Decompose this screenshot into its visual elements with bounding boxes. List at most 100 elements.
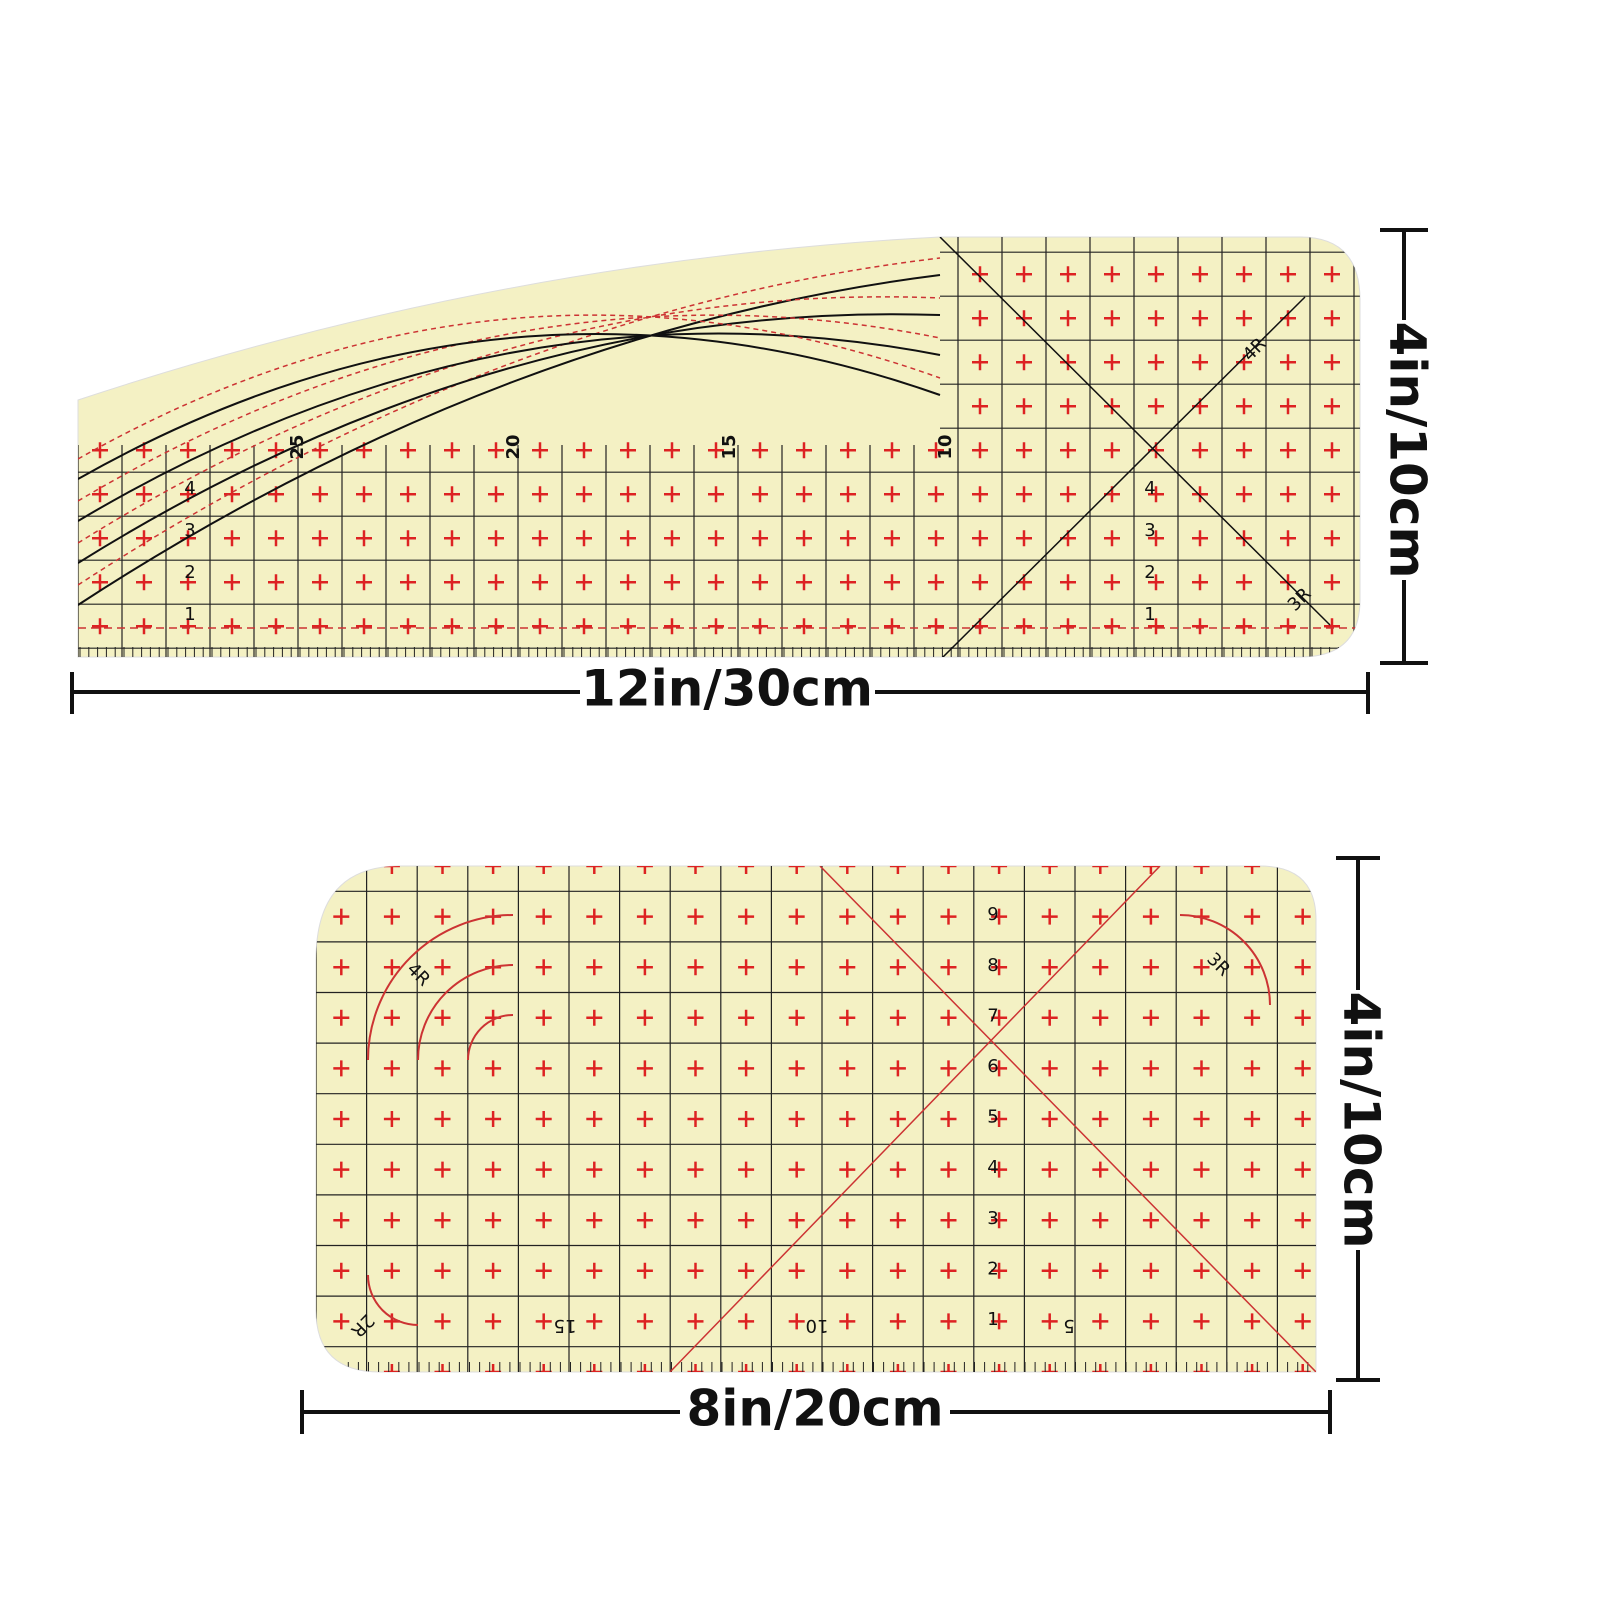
cross [708,486,724,503]
cross [1324,486,1340,503]
cross [788,908,805,925]
cross [1060,574,1076,591]
cross [839,1111,856,1127]
cross [1104,530,1120,547]
cross [1192,442,1208,459]
cross [620,442,636,459]
cross [1148,354,1164,371]
cross [1193,866,1210,874]
cross [708,442,724,459]
cross [991,1009,1008,1026]
cross [1324,530,1340,547]
cross [312,442,328,459]
cross [1041,1009,1058,1026]
row-label: 3 [987,1208,998,1229]
cross [400,442,416,459]
cross [1236,266,1252,283]
cross [1192,618,1208,635]
cross [488,618,504,635]
cross [687,1262,704,1279]
cross [1236,530,1252,547]
cross [708,530,724,547]
cross [535,908,552,925]
cross [839,1313,856,1330]
cross [576,530,592,547]
cross [1041,1212,1058,1229]
cross [312,486,328,503]
cross [434,1313,451,1330]
cross [738,1262,755,1279]
cross [1016,354,1032,371]
cross [1016,530,1032,547]
cross [940,1262,957,1279]
cross [586,1313,603,1330]
cross [687,866,704,874]
cross [928,574,944,591]
cross [664,574,680,591]
cross [1092,959,1109,976]
cross [840,442,856,459]
cross [1142,1313,1159,1330]
scale-label: 25 [287,434,308,459]
cross [664,618,680,635]
cross [1244,1111,1261,1127]
cross [488,442,504,459]
cross [636,908,653,925]
cross [333,1111,350,1127]
cross [576,618,592,635]
width-label: 12in/30cm [581,660,873,718]
cross [1142,1111,1159,1127]
curve [78,274,941,606]
cross [333,1313,350,1330]
cross [752,486,768,503]
cross [991,1111,1008,1127]
cross [796,574,812,591]
cross [796,442,812,459]
cross [788,959,805,976]
cross [1060,266,1076,283]
cross [1324,618,1340,635]
cross [586,1111,603,1127]
cross [383,1111,400,1127]
diagonal [939,296,1306,657]
cross [1294,1212,1311,1229]
cross [1041,866,1058,874]
cross [796,486,812,503]
cross [1324,398,1340,415]
width-label: 8in/20cm [686,1380,943,1438]
cross [400,486,416,503]
cross [1041,1364,1058,1372]
cross [1192,354,1208,371]
cross [972,486,988,503]
cross [400,530,416,547]
cross [1142,1364,1159,1372]
row-label: 6 [987,1056,998,1077]
cross [1142,1009,1159,1026]
cross [1092,1111,1109,1127]
cross [1060,354,1076,371]
ruler-body [77,236,1361,658]
arc [417,964,514,1061]
cross [488,530,504,547]
cross [532,486,548,503]
cross [889,1364,906,1372]
cross [333,1262,350,1279]
cross [1294,1009,1311,1026]
cross [928,618,944,635]
cross [991,1262,1008,1279]
cross [840,574,856,591]
row-label: 8 [987,955,998,976]
cross [434,1060,451,1077]
cross [586,1262,603,1279]
cross [687,1364,704,1372]
cross [940,908,957,925]
cross [532,442,548,459]
cross [972,310,988,327]
cross [224,442,240,459]
row-label: 1 [1144,604,1155,625]
cross [1060,442,1076,459]
cross [1016,398,1032,415]
cross [268,574,284,591]
row-label: 1 [184,604,195,625]
cross [535,1111,552,1127]
